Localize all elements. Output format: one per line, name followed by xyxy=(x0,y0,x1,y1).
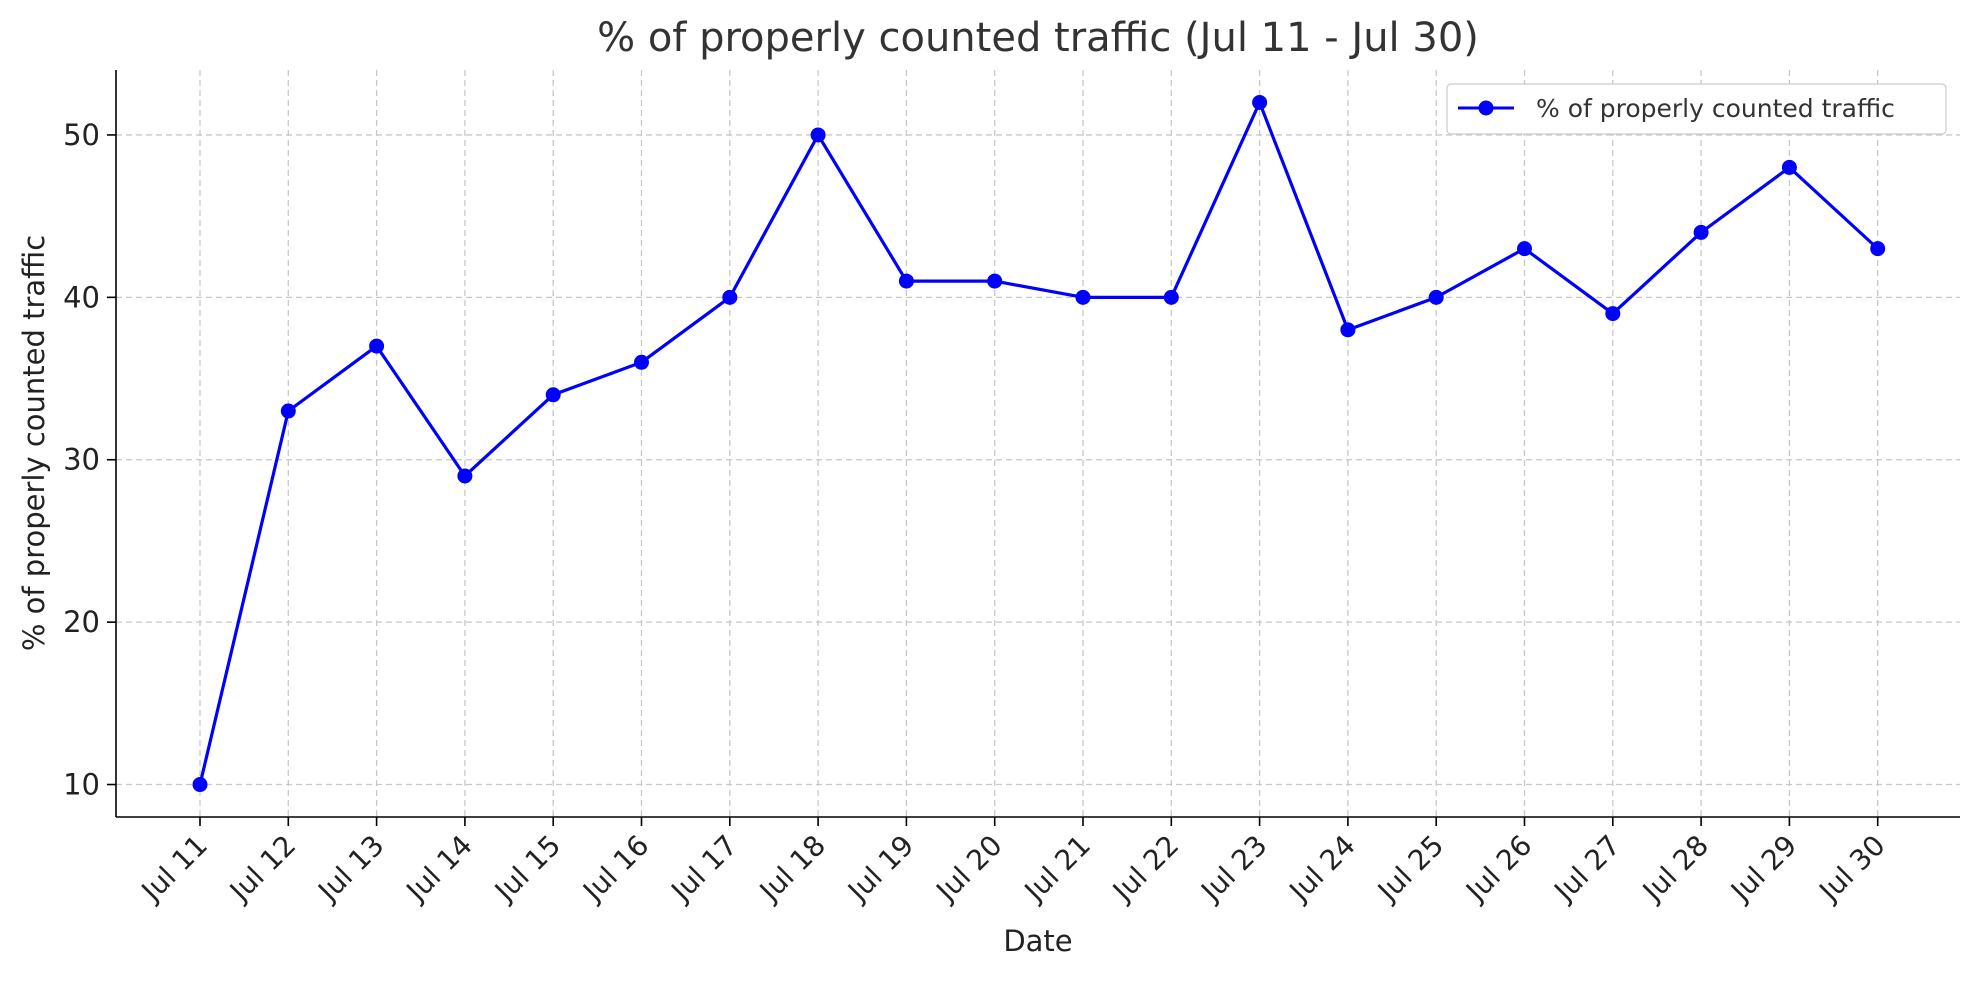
x-tick-label: Jul 24 xyxy=(1282,829,1362,909)
data-point xyxy=(545,387,561,403)
x-tick-label: Jul 15 xyxy=(487,829,567,909)
data-point xyxy=(1781,159,1797,175)
y-tick-label: 30 xyxy=(63,443,100,477)
data-point xyxy=(369,338,385,354)
chart-title: % of properly counted traffic (Jul 11 - … xyxy=(597,15,1479,61)
x-tick-label: Jul 16 xyxy=(575,829,655,909)
data-point xyxy=(810,127,826,143)
y-tick-label: 10 xyxy=(63,768,100,802)
data-point xyxy=(1252,94,1268,110)
x-tick-label: Jul 30 xyxy=(1812,829,1892,909)
data-point xyxy=(280,403,296,419)
x-tick-label: Jul 27 xyxy=(1547,829,1627,909)
x-tick-label: Jul 25 xyxy=(1370,829,1450,909)
data-point xyxy=(1517,241,1532,257)
data-point xyxy=(1605,306,1621,322)
legend-box xyxy=(1446,83,1947,135)
grid-layer xyxy=(116,70,1960,817)
y-axis-label: % of properly counted traffic xyxy=(17,235,51,651)
legend: % of properly counted traffic xyxy=(1446,83,1947,135)
data-point xyxy=(722,289,738,305)
y-tick-label: 40 xyxy=(63,280,100,314)
data-point xyxy=(1340,322,1356,338)
x-tick-label: Jul 12 xyxy=(222,829,302,909)
x-tick-label: Jul 18 xyxy=(752,829,832,909)
legend-label: % of properly counted traffic xyxy=(1536,94,1895,123)
data-point xyxy=(987,273,1003,289)
y-tick-label: 20 xyxy=(63,605,100,639)
x-tick-label: Jul 13 xyxy=(310,829,390,909)
series-layer xyxy=(192,94,1886,793)
data-point xyxy=(898,273,914,289)
x-tick-label: Jul 20 xyxy=(929,829,1009,909)
data-point xyxy=(1075,289,1091,305)
x-tick-label: Jul 21 xyxy=(1017,829,1097,909)
series-line xyxy=(198,100,1879,785)
x-tick-label: Jul 17 xyxy=(664,829,744,909)
x-ticks: Jul 11 Jul 12 Jul 13 Jul 14 Jul 15 Jul 16 Jul … xyxy=(134,817,1892,909)
legend-point-marker xyxy=(1478,100,1494,116)
axes-layer xyxy=(115,70,1960,818)
x-tick-label: Jul 14 xyxy=(399,829,479,909)
data-point xyxy=(1163,289,1179,305)
data-point xyxy=(192,777,208,793)
data-point xyxy=(634,354,649,370)
x-axis-label: Date xyxy=(1003,924,1072,958)
x-tick-label: Jul 29 xyxy=(1723,829,1803,909)
x-tick-label: Jul 19 xyxy=(840,829,920,909)
x-tick-label: Jul 22 xyxy=(1105,829,1185,909)
x-tick-label: Jul 23 xyxy=(1193,829,1273,909)
data-point xyxy=(1693,224,1709,240)
data-point xyxy=(1870,241,1886,257)
y-ticks: 10 20 30 40 50 xyxy=(63,118,116,802)
x-tick-label: Jul 11 xyxy=(134,829,214,909)
x-tick-label: Jul 26 xyxy=(1458,829,1538,909)
y-tick-label: 50 xyxy=(63,118,100,152)
data-point xyxy=(1428,289,1444,305)
data-point xyxy=(457,468,473,484)
x-tick-label: Jul 28 xyxy=(1635,829,1715,909)
